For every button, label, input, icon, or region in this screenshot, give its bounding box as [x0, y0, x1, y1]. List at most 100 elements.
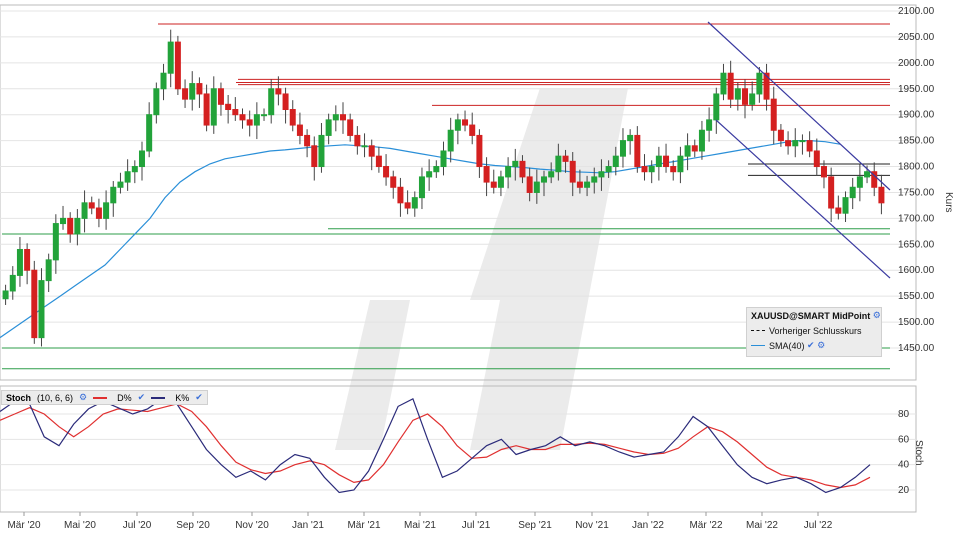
gear-icon[interactable]: ⚙ — [817, 340, 826, 350]
price-tick-label: 1600.00 — [898, 265, 935, 276]
candle-body — [225, 103, 232, 111]
candle-body — [67, 217, 74, 235]
price-tick-label: 1800.00 — [898, 162, 935, 173]
candle-body — [777, 129, 784, 142]
x-tick-label: Jan '21 — [292, 520, 324, 531]
candle-body — [117, 181, 124, 188]
candle-body — [103, 202, 110, 219]
candle-body — [411, 197, 418, 209]
candle-body — [871, 171, 878, 188]
candle-body — [217, 88, 224, 105]
stoch-legend: Stoch (10, 6, 6) ⚙ D% ✔ K% ✔ — [1, 390, 208, 405]
candle-body — [189, 83, 196, 100]
candle-body — [677, 155, 684, 173]
candle-body — [95, 207, 102, 219]
candle-body — [440, 150, 447, 168]
candle-body — [813, 150, 820, 168]
candle-body — [469, 124, 476, 136]
candle-body — [268, 88, 275, 116]
candle-body — [24, 248, 31, 271]
candle-body — [512, 160, 519, 168]
gear-icon[interactable]: ⚙ — [872, 310, 881, 320]
candle-body — [835, 207, 842, 214]
candle-body — [390, 176, 397, 188]
channel-lower-line — [715, 119, 891, 279]
candle-body — [691, 145, 698, 152]
candle-body — [246, 119, 253, 126]
candle-body — [533, 181, 540, 193]
candle-body — [742, 88, 749, 105]
stoch-legend-name: Stoch — [6, 392, 32, 403]
candle-body — [404, 202, 411, 209]
candle-body — [210, 88, 217, 126]
candle-body — [619, 140, 626, 157]
candle-body — [720, 72, 727, 95]
candle-body — [354, 134, 361, 147]
candle-body — [541, 176, 548, 183]
candle-body — [131, 166, 138, 173]
candle-body — [60, 217, 67, 225]
candle-body — [16, 248, 23, 276]
x-tick-label: Nov '21 — [575, 520, 609, 531]
channel-upper-line — [707, 21, 891, 191]
candle-body — [311, 145, 318, 168]
candle-body — [562, 155, 569, 162]
candle-body — [88, 202, 95, 209]
price-tick-label: 1650.00 — [898, 239, 935, 250]
candle-body — [275, 88, 282, 95]
candle-body — [447, 129, 454, 152]
candle-body — [842, 197, 849, 214]
candle-body — [505, 166, 512, 178]
candle-body — [849, 186, 856, 199]
candle-body — [806, 140, 813, 152]
x-tick-label: Jul '21 — [462, 520, 491, 531]
candle-body — [462, 119, 469, 126]
candle-body — [203, 93, 210, 126]
candle-body — [591, 176, 598, 183]
stoch-tick-label: 20 — [898, 485, 910, 496]
stoch-legend-params: (10, 6, 6) — [37, 392, 74, 403]
d-swatch — [93, 396, 108, 399]
candle-body — [749, 93, 756, 105]
candle-body — [792, 140, 799, 147]
gear-icon[interactable]: ⚙ — [79, 392, 88, 402]
candle-body — [663, 155, 670, 168]
stoch-legend-k: K% — [175, 392, 190, 403]
price-ylabel: Kurs — [943, 192, 954, 213]
price-tick-label: 2100.00 — [898, 6, 935, 17]
legend-sma: SMA(40) — [769, 340, 805, 351]
candle-body — [598, 171, 605, 178]
x-tick-label: Sep '21 — [518, 520, 552, 531]
candle-body — [153, 88, 160, 116]
x-tick-label: Sep '20 — [176, 520, 210, 531]
candle-body — [612, 155, 619, 168]
candle-body — [584, 181, 591, 188]
candle-body — [555, 155, 562, 173]
check-icon[interactable]: ✔ — [137, 392, 146, 402]
candle-body — [2, 290, 9, 300]
check-icon[interactable]: ✔ — [807, 340, 815, 350]
candle-body — [332, 114, 339, 121]
candle-body — [856, 176, 863, 188]
candle-body — [339, 114, 346, 121]
candle-body — [253, 114, 260, 126]
watermark-logo — [335, 88, 628, 450]
sma40-line — [0, 140, 841, 339]
candle-body — [569, 160, 576, 183]
stoch-ylabel: Stoch — [913, 440, 924, 466]
candle-body — [304, 134, 311, 147]
check-icon[interactable]: ✔ — [195, 392, 203, 402]
candle-body — [526, 176, 533, 193]
price-tick-label: 1950.00 — [898, 84, 935, 95]
x-tick-label: Jul '20 — [123, 520, 152, 531]
stoch-tick-label: 60 — [898, 434, 910, 445]
x-tick-label: Mai '21 — [404, 520, 436, 531]
candle-body — [74, 217, 81, 235]
stoch-d-line — [0, 403, 871, 489]
candle-body — [433, 166, 440, 173]
candle-body — [383, 166, 390, 178]
price-tick-label: 1500.00 — [898, 317, 935, 328]
candle-body — [347, 119, 354, 136]
price-tick-label: 1700.00 — [898, 213, 935, 224]
candle-body — [864, 171, 871, 178]
